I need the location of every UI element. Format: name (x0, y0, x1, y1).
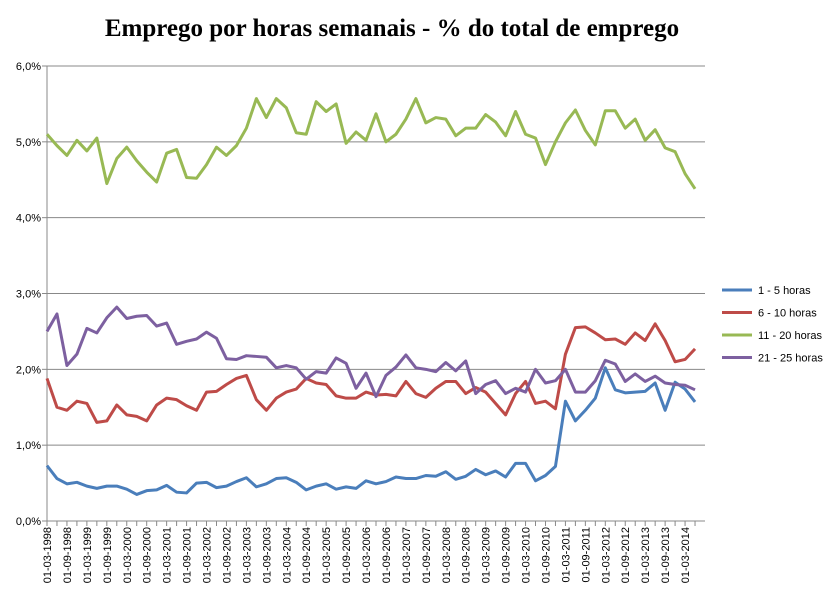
y-tick-label: 2,0% (16, 364, 41, 376)
x-tick-label: 01-09-2001 (182, 527, 194, 583)
x-tick-label: 01-03-2007 (401, 527, 413, 583)
x-tick-label: 01-03-2004 (281, 527, 293, 583)
legend-label: 11 - 20 horas (758, 330, 823, 342)
x-tick-label: 01-09-1999 (102, 527, 114, 583)
x-tick-label: 01-09-2005 (341, 527, 353, 583)
chart-title: Emprego por horas semanais - % do total … (105, 15, 679, 42)
x-tick-label: 01-03-2014 (680, 527, 692, 583)
x-tick-label: 01-03-2012 (600, 527, 612, 583)
x-tick-label: 01-09-1998 (62, 527, 74, 583)
x-tick-label: 01-03-2010 (521, 527, 533, 583)
legend-label: 21 - 25 horas (758, 353, 823, 365)
x-tick-label: 01-03-1999 (82, 527, 94, 583)
x-tick-label: 01-03-2005 (321, 527, 333, 583)
y-tick-label: 0,0% (16, 516, 41, 528)
y-tick-label: 4,0% (16, 213, 41, 225)
x-tick-label: 01-09-2009 (501, 527, 513, 583)
legend-label: 6 - 10 horas (758, 308, 817, 320)
x-tick-label: 01-09-2004 (301, 527, 313, 583)
x-tick-label: 01-03-2006 (361, 527, 373, 583)
x-tick-label: 01-09-2000 (142, 527, 154, 583)
x-tick-label: 01-09-2008 (461, 527, 473, 583)
series-line (45, 366, 697, 496)
y-tick-label: 5,0% (16, 137, 41, 149)
x-tick-label: 01-03-2002 (202, 527, 214, 583)
x-tick-label: 01-09-2011 (580, 527, 592, 582)
x-tick-label: 01-03-2011 (560, 527, 572, 582)
x-tick-label: 01-09-2012 (620, 527, 632, 583)
x-tick-label: 01-09-2010 (540, 527, 552, 583)
x-tick-label: 01-09-2003 (261, 527, 273, 583)
x-tick-label: 01-03-2013 (640, 527, 652, 583)
x-tick-label: 01-09-2007 (421, 527, 433, 583)
x-tick-label: 01-03-1998 (42, 527, 54, 583)
x-tick-label: 01-03-2000 (122, 527, 134, 583)
y-tick-label: 3,0% (16, 289, 41, 301)
x-tick-label: 01-09-2006 (381, 527, 393, 583)
x-tick-label: 01-03-2008 (441, 527, 453, 583)
x-tick-label: 01-03-2003 (241, 527, 253, 583)
x-tick-label: 01-09-2013 (660, 527, 672, 583)
y-tick-label: 1,0% (16, 440, 41, 452)
series-line (45, 97, 697, 190)
series-line (45, 322, 697, 424)
x-tick-label: 01-09-2002 (221, 527, 233, 583)
y-tick-label: 6,0% (16, 61, 41, 73)
series-line (45, 305, 696, 399)
legend-label: 1 - 5 horas (758, 285, 811, 297)
x-tick-label: 01-03-2001 (162, 527, 174, 583)
x-tick-label: 01-03-2009 (481, 527, 493, 583)
